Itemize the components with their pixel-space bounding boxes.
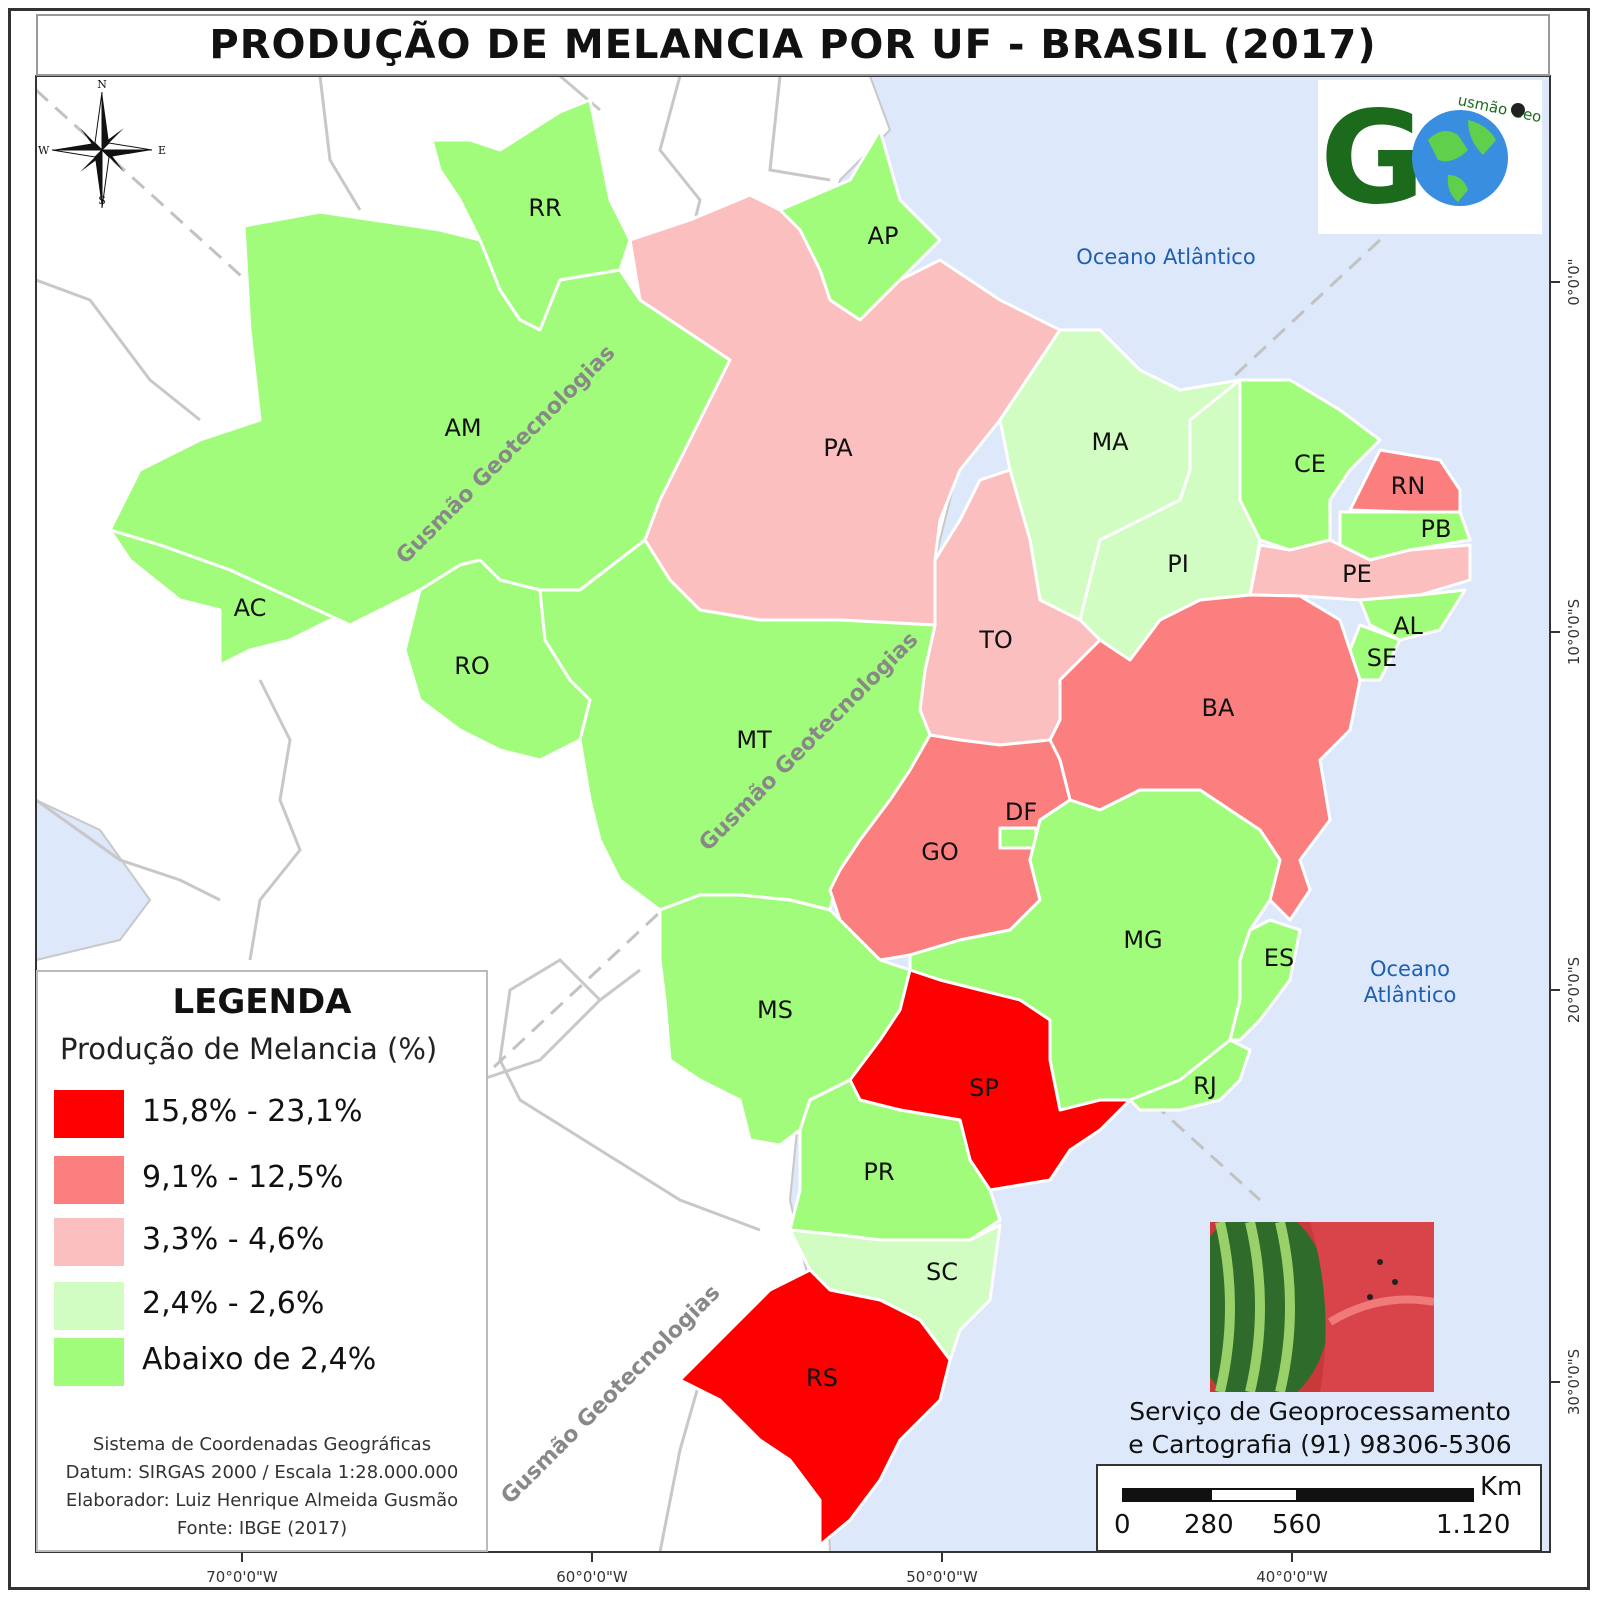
- map-title: PRODUÇÃO DE MELANCIA POR UF - BRASIL (20…: [36, 14, 1550, 76]
- legend-swatch: [54, 1090, 124, 1138]
- label-PI: PI: [1167, 550, 1189, 578]
- label-MS: MS: [757, 996, 793, 1024]
- scale-label-1120: 1.120: [1436, 1510, 1511, 1540]
- label-PR: PR: [863, 1158, 894, 1186]
- scale-unit: Km: [1480, 1472, 1523, 1502]
- lat-label-30: 30°0'0"S: [1565, 1349, 1583, 1415]
- label-SP: SP: [969, 1074, 999, 1102]
- ocean-label-east-1: Oceano: [1370, 957, 1450, 981]
- legend-label: 9,1% - 12,5%: [142, 1160, 344, 1195]
- label-DF: DF: [1005, 798, 1037, 826]
- label-RS: RS: [806, 1364, 838, 1392]
- label-AC: AC: [234, 594, 267, 622]
- ocean-label-north: Oceano Atlântico: [1076, 245, 1255, 269]
- company-logo: G usmão Geotecnologias: [1318, 80, 1600, 234]
- label-MG: MG: [1123, 926, 1162, 954]
- label-PB: PB: [1421, 515, 1452, 543]
- legend-swatch: [54, 1218, 124, 1266]
- compass-n: N: [97, 78, 107, 91]
- legend-label: 3,3% - 4,6%: [142, 1222, 325, 1257]
- legend-label: 15,8% - 23,1%: [142, 1094, 363, 1129]
- legend-title: LEGENDA: [172, 982, 352, 1022]
- lon-label-60: 60°0'0"W: [556, 1568, 628, 1586]
- lat-label-20: 20°0'0"S: [1565, 957, 1583, 1023]
- label-SE: SE: [1367, 644, 1397, 672]
- legend-swatch: [54, 1282, 124, 1330]
- state-DF[interactable]: [998, 826, 1038, 850]
- label-RR: RR: [528, 194, 561, 222]
- ocean-label-east-2: Atlântico: [1364, 983, 1457, 1007]
- state-PA[interactable]: [628, 193, 1062, 627]
- state-ES[interactable]: [1228, 918, 1302, 1042]
- logo-letter: G: [1320, 84, 1425, 233]
- legend-swatch: [54, 1338, 124, 1386]
- label-RJ: RJ: [1193, 1072, 1217, 1100]
- state-RJ[interactable]: [1128, 1038, 1252, 1112]
- state-AL[interactable]: [1358, 588, 1467, 642]
- scale-seg-1: [1122, 1488, 1210, 1502]
- legend-meta-datum: Datum: SIRGAS 2000 / Escala 1:28.000.000: [65, 1462, 459, 1483]
- legend-swatch: [54, 1156, 124, 1204]
- scale-seg-3: [1298, 1488, 1474, 1502]
- legend-label: Abaixo de 2,4%: [142, 1342, 377, 1377]
- pin-icon: [1511, 103, 1525, 117]
- label-TO: TO: [978, 626, 1013, 654]
- label-GO: GO: [921, 838, 959, 866]
- scale-label-280: 280: [1184, 1510, 1234, 1540]
- legend-meta-source: Fonte: IBGE (2017): [176, 1518, 348, 1539]
- neighbor-borders: [36, 76, 831, 1552]
- compass-w: W: [38, 144, 50, 157]
- compass-rose: N S E W: [38, 78, 166, 209]
- label-RN: RN: [1391, 472, 1426, 500]
- legend-label: 2,4% - 2,6%: [142, 1286, 325, 1321]
- lon-label-50: 50°0'0"W: [906, 1568, 978, 1586]
- compass-e: E: [158, 144, 166, 157]
- label-AP: AP: [868, 222, 899, 250]
- grid-ticks: [241, 281, 1560, 1562]
- legend-subtitle: Produção de Melancia (%): [60, 1032, 438, 1066]
- label-RO: RO: [454, 652, 490, 680]
- label-MT: MT: [736, 726, 772, 754]
- label-AL: AL: [1393, 612, 1423, 640]
- legend-meta-crs: Sistema de Coordenadas Geográficas: [92, 1434, 432, 1455]
- lat-label-10: 10°0'0"S: [1565, 599, 1583, 665]
- label-SC: SC: [926, 1258, 958, 1286]
- label-MA: MA: [1091, 428, 1129, 456]
- watermelon-photo: [1210, 1222, 1434, 1392]
- service-line-1: Serviço de Geoprocessamento: [1129, 1397, 1511, 1426]
- label-AM: AM: [444, 414, 481, 442]
- lon-label-40: 40°0'0"W: [1256, 1568, 1328, 1586]
- label-BA: BA: [1202, 694, 1235, 722]
- service-line-2: e Cartografia (91) 98306-5306: [1128, 1430, 1512, 1459]
- state-AC[interactable]: [108, 528, 352, 667]
- compass-s: S: [98, 194, 106, 207]
- scale-label-0: 0: [1114, 1510, 1131, 1540]
- label-ES: ES: [1264, 944, 1294, 972]
- state-RS[interactable]: [678, 1268, 952, 1547]
- scale-label-560: 560: [1272, 1510, 1322, 1540]
- state-SE[interactable]: [1348, 623, 1402, 682]
- scale-seg-2: [1210, 1488, 1298, 1502]
- legend-panel: LEGENDA Produção de Melancia (%) 15,8% -…: [36, 970, 488, 1552]
- graticule: [36, 88, 1382, 1202]
- legend-meta-author: Elaborador: Luiz Henrique Almeida Gusmão: [65, 1490, 459, 1511]
- lat-label-0: 0°0'0": [1565, 258, 1583, 305]
- label-PE: PE: [1342, 560, 1372, 588]
- label-PA: PA: [823, 434, 853, 462]
- label-CE: CE: [1294, 450, 1326, 478]
- scale-bar: Km 0 280 560 1.120: [1096, 1464, 1542, 1552]
- lon-label-70: 70°0'0"W: [206, 1568, 278, 1586]
